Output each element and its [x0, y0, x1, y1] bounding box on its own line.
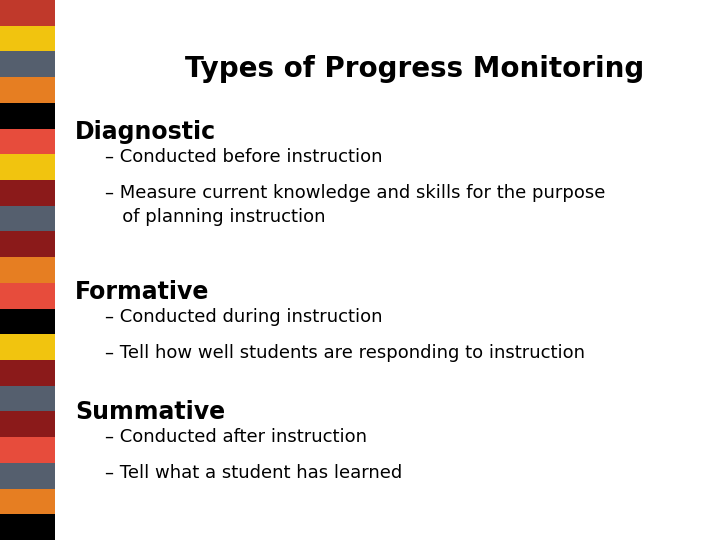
Bar — [0, 283, 55, 308]
Text: – Measure current knowledge and skills for the purpose
   of planning instructio: – Measure current knowledge and skills f… — [105, 184, 606, 226]
Bar — [0, 51, 55, 77]
Bar — [0, 514, 55, 540]
Text: – Conducted after instruction: – Conducted after instruction — [105, 428, 367, 446]
Bar — [0, 180, 55, 206]
Bar — [0, 334, 55, 360]
Text: Types of Progress Monitoring: Types of Progress Monitoring — [185, 55, 644, 83]
Text: Diagnostic: Diagnostic — [75, 120, 216, 144]
Bar — [0, 463, 55, 489]
Bar — [0, 308, 55, 334]
Bar — [0, 257, 55, 283]
Bar — [0, 232, 55, 257]
Bar — [0, 103, 55, 129]
Bar — [0, 77, 55, 103]
Bar — [0, 129, 55, 154]
Text: Formative: Formative — [75, 280, 210, 304]
Text: Summative: Summative — [75, 400, 225, 424]
Text: – Conducted before instruction: – Conducted before instruction — [105, 148, 382, 166]
Bar — [0, 26, 55, 51]
Bar — [0, 206, 55, 232]
Text: – Tell how well students are responding to instruction: – Tell how well students are responding … — [105, 344, 585, 362]
Bar — [0, 489, 55, 514]
Bar — [0, 154, 55, 180]
Bar — [0, 0, 55, 26]
Text: – Tell what a student has learned: – Tell what a student has learned — [105, 464, 402, 482]
Text: – Conducted during instruction: – Conducted during instruction — [105, 308, 382, 326]
Bar — [0, 386, 55, 411]
Bar — [0, 360, 55, 386]
Bar — [0, 411, 55, 437]
Bar — [0, 437, 55, 463]
